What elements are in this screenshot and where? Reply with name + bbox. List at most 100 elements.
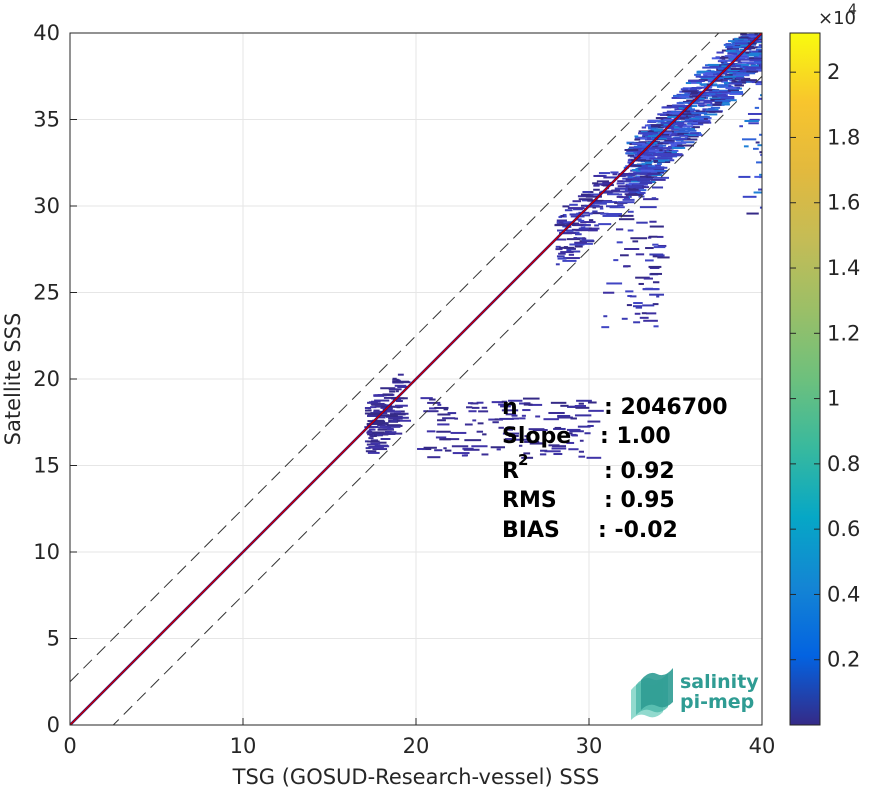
density-cell bbox=[732, 74, 750, 77]
density-cell bbox=[603, 315, 608, 318]
density-cell bbox=[622, 180, 632, 183]
stat-slope-value: : 1.00 bbox=[600, 424, 671, 449]
density-cell bbox=[679, 128, 692, 131]
density-cell bbox=[678, 101, 690, 104]
density-cell bbox=[711, 57, 725, 60]
density-cell bbox=[757, 55, 762, 58]
density-cell bbox=[606, 213, 623, 216]
x-tick-label: 20 bbox=[403, 734, 430, 758]
density-cell bbox=[590, 191, 594, 194]
density-cell bbox=[627, 176, 634, 179]
density-cell bbox=[760, 153, 762, 156]
density-cell bbox=[740, 79, 758, 82]
density-cell bbox=[380, 414, 393, 417]
density-cell bbox=[714, 93, 727, 96]
density-cell bbox=[567, 432, 573, 435]
density-cell bbox=[677, 117, 690, 120]
density-cell bbox=[703, 100, 719, 103]
density-cell bbox=[508, 434, 519, 437]
density-cell bbox=[577, 195, 590, 198]
density-cell bbox=[624, 148, 639, 151]
density-cell bbox=[633, 145, 651, 148]
density-cell bbox=[653, 129, 663, 132]
density-cell bbox=[551, 445, 567, 448]
density-cell bbox=[660, 147, 672, 150]
density-cell bbox=[639, 175, 648, 178]
density-cell bbox=[620, 254, 629, 257]
density-cell bbox=[472, 419, 477, 422]
stat-bias-label: BIAS bbox=[502, 518, 560, 543]
density-cell bbox=[745, 51, 752, 54]
density-cell bbox=[754, 106, 760, 109]
density-cell bbox=[640, 178, 654, 181]
density-cell bbox=[498, 403, 514, 406]
density-cell bbox=[498, 426, 504, 429]
density-cell bbox=[719, 96, 735, 99]
density-cell bbox=[698, 104, 713, 107]
density-cell bbox=[714, 99, 730, 102]
density-cell bbox=[647, 119, 659, 122]
density-cell bbox=[563, 257, 580, 260]
density-cell bbox=[601, 326, 610, 329]
density-cell bbox=[395, 390, 399, 393]
density-cell bbox=[634, 177, 647, 180]
density-cell bbox=[699, 93, 716, 96]
density-cell bbox=[624, 247, 640, 250]
density-cell bbox=[570, 433, 577, 436]
density-cell bbox=[588, 229, 598, 232]
density-cell bbox=[649, 157, 666, 160]
density-cell bbox=[646, 151, 656, 154]
density-cell bbox=[587, 424, 594, 427]
density-cell bbox=[367, 413, 379, 416]
density-cell bbox=[578, 450, 585, 453]
density-cell bbox=[630, 164, 642, 167]
density-cell bbox=[368, 437, 374, 440]
density-cell bbox=[680, 120, 695, 123]
density-cell bbox=[671, 149, 679, 152]
density-cell bbox=[625, 193, 643, 196]
density-cell bbox=[556, 255, 565, 258]
density-cell bbox=[522, 409, 531, 412]
density-cell bbox=[662, 125, 670, 128]
density-cell bbox=[437, 403, 442, 406]
density-cell bbox=[689, 95, 698, 98]
density-cell bbox=[508, 399, 523, 402]
density-cell bbox=[640, 131, 651, 134]
density-cell bbox=[729, 79, 733, 82]
density-cell bbox=[492, 421, 499, 424]
density-cell bbox=[639, 167, 646, 170]
density-cell bbox=[746, 66, 762, 69]
density-cell bbox=[555, 263, 560, 266]
density-cell bbox=[423, 446, 437, 449]
density-cell bbox=[701, 91, 718, 94]
y-tick-label: 40 bbox=[33, 21, 60, 45]
y-tick-label: 0 bbox=[47, 713, 60, 737]
density-cell bbox=[574, 404, 586, 407]
density-cell bbox=[642, 155, 655, 158]
density-cell bbox=[630, 159, 647, 162]
density-cell bbox=[632, 240, 639, 243]
y-axis: 0 5 10 15 20 25 30 35 40 bbox=[33, 21, 77, 737]
stat-slope-label: Slope bbox=[502, 424, 571, 449]
density-cell bbox=[637, 144, 643, 147]
density-cell bbox=[639, 206, 657, 209]
density-cell bbox=[367, 407, 372, 410]
density-cell bbox=[688, 81, 702, 84]
density-cell bbox=[616, 182, 625, 185]
density-cell bbox=[388, 417, 403, 420]
density-cell bbox=[609, 176, 618, 179]
density-cell bbox=[566, 441, 575, 444]
density-cell bbox=[683, 133, 697, 136]
density-cell bbox=[687, 122, 694, 125]
density-cell bbox=[379, 441, 387, 444]
density-cell bbox=[747, 46, 758, 49]
density-cell bbox=[602, 214, 619, 217]
density-cell bbox=[553, 427, 566, 430]
density-cell bbox=[713, 103, 730, 106]
density-cell bbox=[671, 96, 687, 99]
density-cell bbox=[634, 172, 650, 175]
density-cell bbox=[654, 146, 664, 149]
density-cell bbox=[568, 253, 575, 256]
density-cell bbox=[642, 134, 649, 137]
density-cell bbox=[742, 195, 757, 198]
